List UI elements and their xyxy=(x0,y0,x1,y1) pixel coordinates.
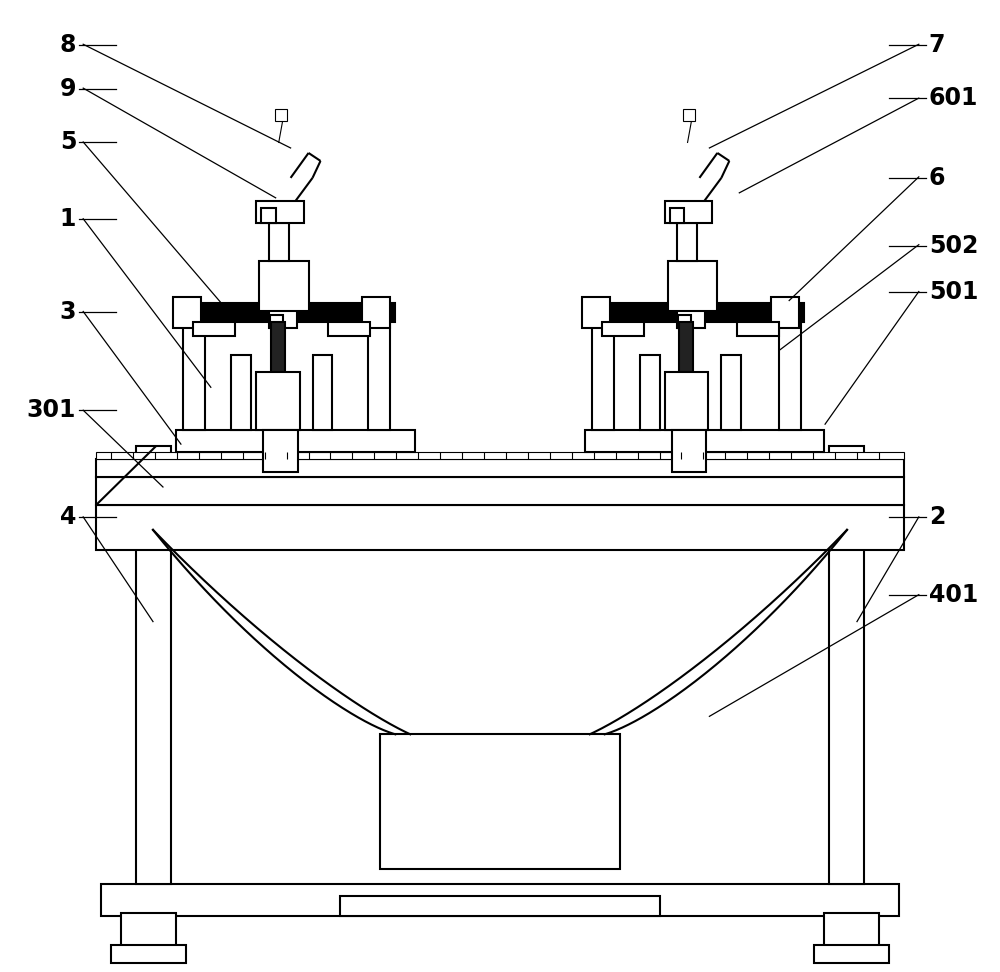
Bar xyxy=(737,323,779,336)
Bar xyxy=(814,945,889,962)
Text: 301: 301 xyxy=(27,399,76,423)
Bar xyxy=(590,302,804,323)
Bar xyxy=(181,302,395,323)
Text: 8: 8 xyxy=(60,33,76,57)
Text: 9: 9 xyxy=(60,77,76,101)
Bar xyxy=(824,913,879,951)
Bar xyxy=(96,452,904,459)
Text: 2: 2 xyxy=(929,505,945,529)
Bar xyxy=(259,260,309,310)
Text: 6: 6 xyxy=(929,166,945,190)
Bar xyxy=(328,323,370,336)
Bar xyxy=(271,323,285,372)
Bar xyxy=(380,734,620,869)
Bar xyxy=(261,208,276,223)
Text: 5: 5 xyxy=(60,130,76,154)
Bar xyxy=(672,431,706,472)
Bar xyxy=(668,260,717,310)
Bar xyxy=(829,530,864,884)
Bar xyxy=(183,310,205,431)
Bar xyxy=(640,356,660,431)
Bar xyxy=(193,323,235,336)
Bar xyxy=(368,310,390,431)
Bar xyxy=(96,477,904,504)
Bar xyxy=(269,296,297,329)
Bar xyxy=(834,469,859,530)
Text: 7: 7 xyxy=(929,33,945,57)
Bar xyxy=(173,296,201,329)
Bar xyxy=(101,884,899,916)
Bar xyxy=(96,504,904,550)
Bar xyxy=(585,431,824,452)
Bar xyxy=(670,208,684,223)
Text: 502: 502 xyxy=(929,233,978,258)
Bar xyxy=(275,109,287,122)
Bar xyxy=(176,431,415,452)
Bar xyxy=(96,459,904,477)
Bar xyxy=(256,372,300,431)
Bar xyxy=(141,469,166,530)
Bar xyxy=(592,310,614,431)
Bar xyxy=(602,323,644,336)
Bar xyxy=(111,945,186,962)
Bar xyxy=(683,109,695,122)
Bar xyxy=(721,356,741,431)
Bar xyxy=(136,446,171,469)
Bar xyxy=(340,896,660,916)
Bar xyxy=(263,431,298,472)
Text: 3: 3 xyxy=(60,299,76,324)
Bar xyxy=(231,356,251,431)
Text: 1: 1 xyxy=(60,207,76,231)
Bar xyxy=(677,296,705,329)
Bar xyxy=(679,323,693,372)
Bar xyxy=(677,223,697,260)
Bar xyxy=(362,296,390,329)
Text: 401: 401 xyxy=(929,582,978,607)
Bar xyxy=(779,310,801,431)
Bar xyxy=(270,316,283,329)
Bar xyxy=(665,201,712,223)
Bar xyxy=(269,223,289,260)
Bar xyxy=(313,356,332,431)
Bar xyxy=(678,316,691,329)
Bar xyxy=(121,913,176,951)
Text: 601: 601 xyxy=(929,87,978,110)
Text: 501: 501 xyxy=(929,280,978,304)
Bar xyxy=(771,296,799,329)
Bar xyxy=(829,446,864,469)
Text: 4: 4 xyxy=(60,505,76,529)
Bar xyxy=(136,530,171,884)
Bar xyxy=(665,372,708,431)
Bar xyxy=(582,296,610,329)
Bar xyxy=(256,201,304,223)
